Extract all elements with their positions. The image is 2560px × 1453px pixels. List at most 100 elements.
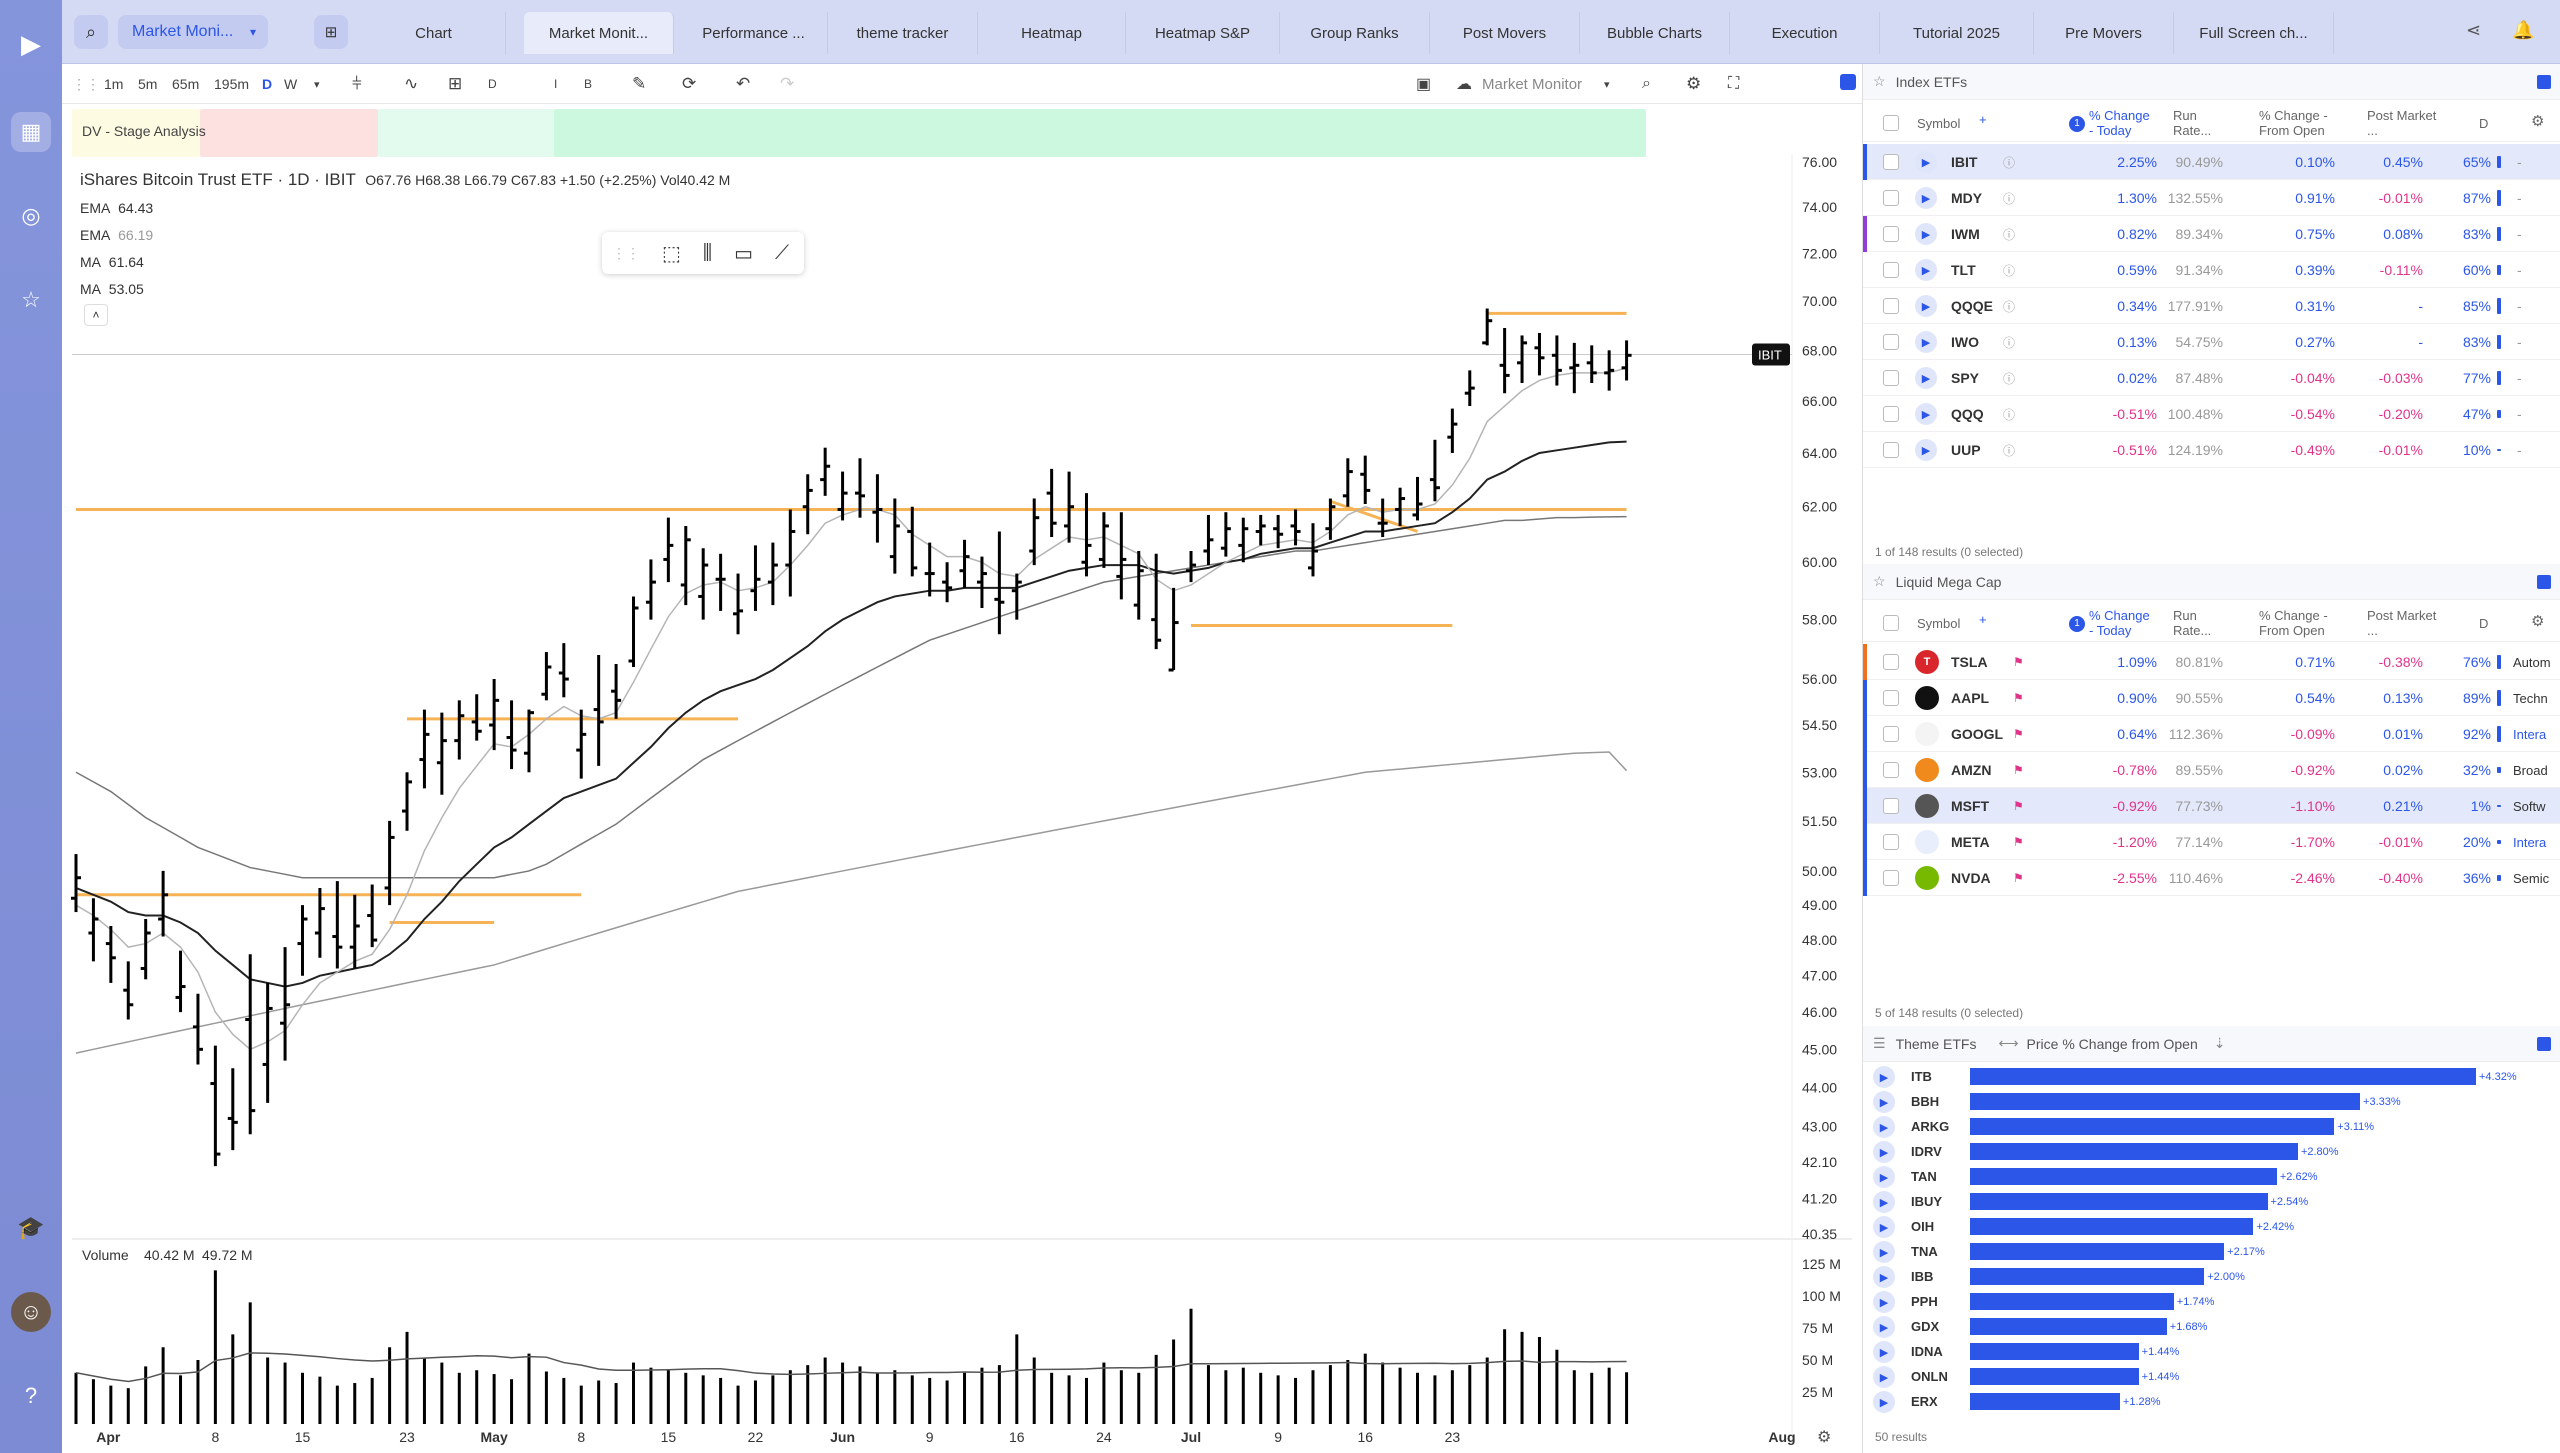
info-icon[interactable]: ⓘ [2003, 299, 2016, 314]
legend-ema-2[interactable]: EMA 66.19 [80, 227, 153, 243]
gear-icon[interactable]: ⚙ [1686, 74, 1702, 93]
flag-icon[interactable]: ⚑ [2013, 655, 2024, 669]
row-symbol[interactable]: NVDA [1951, 870, 1991, 886]
table-row[interactable]: AAPL ⚑ 0.90% 90.55% 0.54% 0.13% 89% Tech… [1863, 680, 2560, 716]
gear-icon[interactable]: ⚙ [2531, 113, 2545, 130]
play-icon[interactable]: ▶ [1915, 403, 1937, 425]
interval-d[interactable]: D [262, 76, 273, 92]
table-row[interactable]: ▶ SPY ⓘ 0.02% 87.48% -0.04% -0.03% 77% - [1863, 360, 2560, 396]
tab-market-monitor[interactable]: Market Monit... [524, 12, 674, 54]
link-color-swatch[interactable] [1840, 74, 1856, 90]
row-checkbox[interactable] [1883, 690, 1899, 706]
theme-etf-row[interactable]: ▶ IDNA +1.44% [1863, 1339, 2560, 1364]
flag-icon[interactable]: ⚑ [2013, 799, 2024, 813]
theme-etfs-metric[interactable]: Price % Change from Open [2026, 1035, 2198, 1052]
theme-etf-row[interactable]: ▶ PPH +1.74% [1863, 1289, 2560, 1314]
charts-icon[interactable]: ▦ [11, 112, 51, 152]
play-icon[interactable]: ▶ [1873, 1291, 1895, 1313]
flag-icon[interactable]: ⚑ [2013, 871, 2024, 885]
tab-full-screen[interactable]: Full Screen ch... [2174, 12, 2334, 54]
play-icon[interactable]: ▶ [1915, 439, 1937, 461]
layout-name[interactable]: Market Monitor [1482, 75, 1583, 93]
row-checkbox[interactable] [1883, 334, 1899, 350]
price-chart[interactable]: 76.00 74.00 72.00 70.00 68.00 66.00 64.00 62.00… [62, 104, 1862, 1453]
theme-etf-row[interactable]: ▶ TNA +2.17% [1863, 1239, 2560, 1264]
flag-icon[interactable]: ⚑ [2013, 763, 2024, 777]
redo-icon[interactable]: ↷ [780, 74, 795, 93]
col-d[interactable]: D [2479, 616, 2489, 631]
tab-bubble-charts[interactable]: Bubble Charts [1580, 12, 1730, 54]
star-icon[interactable]: ☆ [21, 287, 41, 312]
play-icon[interactable]: ▶ [1915, 223, 1937, 245]
templates-icon[interactable]: ⊞ [448, 74, 463, 93]
legend-ma-1[interactable]: MA 61.64 [80, 254, 144, 270]
info-icon[interactable]: ⓘ [2003, 263, 2016, 278]
play-icon[interactable]: ▶ [1873, 1166, 1895, 1188]
row-symbol[interactable]: TSLA [1951, 654, 1988, 670]
flag-icon[interactable]: ⚑ [2013, 691, 2024, 705]
interval-i[interactable]: I [554, 77, 558, 91]
col-change-today[interactable]: % Change - Today [2089, 108, 2150, 138]
row-checkbox[interactable] [1883, 442, 1899, 458]
theme-etf-row[interactable]: ▶ BBH +3.33% [1863, 1089, 2560, 1114]
workspace-dropdown[interactable]: Market Moni... ▾ [118, 15, 268, 49]
play-icon[interactable]: ▶ [1915, 367, 1937, 389]
interval-65m[interactable]: 65m [172, 76, 200, 92]
row-symbol[interactable]: IBIT [1951, 154, 1978, 170]
row-checkbox[interactable] [1883, 834, 1899, 850]
table-row[interactable]: META ⚑ -1.20% 77.14% -1.70% -0.01% 20% I… [1863, 824, 2560, 860]
candle-tool-icon[interactable]: ⫼ [702, 241, 713, 264]
add-column-icon[interactable]: + [1979, 612, 1987, 627]
theme-etf-row[interactable]: ▶ IBUY +2.54% [1863, 1189, 2560, 1214]
table-row[interactable]: ▶ IBIT ⓘ 2.25% 90.49% 0.10% 0.45% 65% - [1863, 144, 2560, 180]
trendline-tool-icon[interactable]: ⟋ [775, 241, 790, 264]
row-symbol[interactable]: META [1951, 834, 1990, 850]
drag-handle-icon[interactable]: ⋮⋮ [72, 75, 100, 92]
play-icon[interactable]: ▶ [1873, 1391, 1895, 1413]
sort-icon[interactable]: ⇣ [2213, 1035, 2226, 1051]
row-checkbox[interactable] [1883, 154, 1899, 170]
row-symbol[interactable]: UUP [1951, 442, 1981, 458]
row-checkbox[interactable] [1883, 762, 1899, 778]
info-icon[interactable]: ⓘ [2003, 191, 2016, 206]
bell-icon[interactable]: 🔔 [2512, 20, 2535, 40]
select-all-checkbox[interactable] [1883, 615, 1899, 631]
play-icon[interactable]: ▶ [1873, 1116, 1895, 1138]
play-icon[interactable]: ▶ [1873, 1316, 1895, 1338]
row-checkbox[interactable] [1883, 190, 1899, 206]
flag-icon[interactable]: ⚑ [2013, 727, 2024, 741]
table-row[interactable]: ▶ QQQ ⓘ -0.51% 100.48% -0.54% -0.20% 47%… [1863, 396, 2560, 432]
info-icon[interactable]: ⓘ [2003, 155, 2016, 170]
tab-performance[interactable]: Performance ... [680, 12, 828, 54]
table-row[interactable]: AMZN ⚑ -0.78% 89.55% -0.92% 0.02% 32% Br… [1863, 752, 2560, 788]
info-icon[interactable]: ⓘ [2003, 407, 2016, 422]
table-row[interactable]: ▶ IWO ⓘ 0.13% 54.75% 0.27% - 83% - [1863, 324, 2560, 360]
symbol-legend[interactable]: iShares Bitcoin Trust ETF · 1D · IBIT O6… [80, 170, 730, 190]
play-icon[interactable]: ▶ [1873, 1141, 1895, 1163]
list-icon[interactable]: ☰ [1873, 1035, 1886, 1051]
col-post-market[interactable]: Post Market ... [2367, 108, 2437, 138]
play-icon[interactable]: ▶ [1915, 259, 1937, 281]
table-row[interactable]: ▶ IWM ⓘ 0.82% 89.34% 0.75% 0.08% 83% - [1863, 216, 2560, 252]
play-icon[interactable]: ▶ [1873, 1216, 1895, 1238]
row-symbol[interactable]: GOOGL [1951, 726, 2004, 742]
tab-pre-movers[interactable]: Pre Movers [2034, 12, 2174, 54]
info-icon[interactable]: ⓘ [2003, 335, 2016, 350]
comment-tool-icon[interactable]: ▭ [734, 242, 754, 265]
info-icon[interactable]: ⓘ [2003, 371, 2016, 386]
table-row[interactable]: MSFT ⚑ -0.92% 77.73% -1.10% 0.21% 1% Sof… [1863, 788, 2560, 824]
help-icon[interactable]: ? [24, 1383, 38, 1408]
col-symbol[interactable]: Symbol [1917, 616, 1961, 631]
star-icon[interactable]: ☆ [1873, 573, 1886, 589]
search-icon[interactable]: ⌕ [74, 15, 108, 49]
avatar[interactable]: ☺ [11, 1292, 51, 1332]
select-all-checkbox[interactable] [1883, 115, 1899, 131]
table-row[interactable]: NVDA ⚑ -2.55% 110.46% -2.46% -0.40% 36% … [1863, 860, 2560, 896]
row-symbol[interactable]: MSFT [1951, 798, 1990, 814]
theme-etf-row[interactable]: ▶ IDRV +2.80% [1863, 1139, 2560, 1164]
logo-icon[interactable]: ▶ [21, 28, 41, 59]
gear-icon[interactable]: ⚙ [1817, 1427, 1831, 1446]
theme-etf-row[interactable]: ▶ GDX +1.68% [1863, 1314, 2560, 1339]
col-change-today[interactable]: % Change - Today [2089, 608, 2150, 638]
theme-etf-row[interactable]: ▶ ERX +1.28% [1863, 1389, 2560, 1414]
